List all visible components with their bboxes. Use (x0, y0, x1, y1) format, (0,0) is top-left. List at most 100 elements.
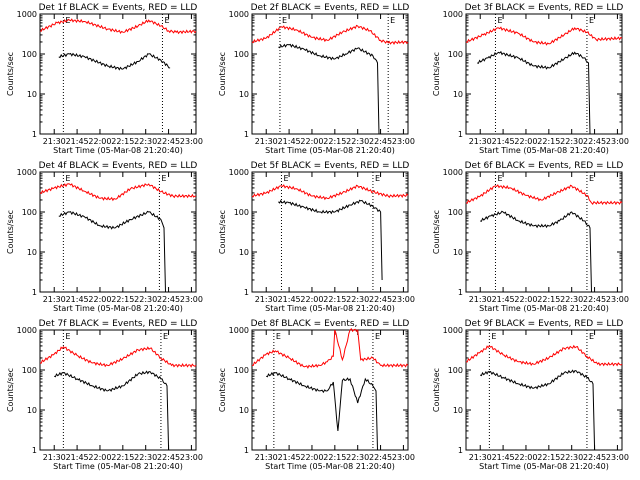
y-tick-label: 1000 (443, 10, 463, 19)
plot-frame (39, 13, 197, 135)
x-tick-label: 21:45 (66, 453, 89, 462)
event-marker-label: E (65, 332, 70, 341)
x-tick-label: 22:15 (111, 295, 134, 304)
y-tick-label: 1 (458, 446, 463, 455)
y-tick-label: 10 (239, 406, 249, 415)
x-tick-label: 22:45 (583, 137, 606, 146)
x-tick-label: 22:00 (514, 137, 537, 146)
x-tick-label: 22:00 (514, 453, 537, 462)
lld-series-line (39, 18, 197, 35)
y-tick-label: 100 (448, 208, 463, 217)
x-tick-label: 22:15 (537, 137, 560, 146)
events-series-line (480, 210, 592, 293)
x-axis-label: Start Time (05-Mar-08 21:20:40) (479, 462, 609, 471)
x-tick-label: 22:30 (134, 295, 157, 304)
panel-5: Det 5f BLACK = Events, RED = LLD 1 10 100 10… (218, 161, 415, 313)
panel-9: Det 9f BLACK = Events, RED = LLD 1 10 100 10… (432, 319, 629, 471)
plot-frame (251, 329, 409, 451)
x-tick-label: 22:45 (157, 295, 180, 304)
x-tick-label: 23:00 (606, 137, 629, 146)
y-tick-label: 1 (32, 130, 37, 139)
x-tick-label: 22:00 (88, 453, 111, 462)
x-tick-label: 22:15 (111, 453, 134, 462)
event-marker-label: E (164, 16, 169, 25)
y-tick-label: 100 (448, 366, 463, 375)
x-tick-label: 21:30 (255, 295, 278, 304)
plot-frame (39, 171, 197, 293)
y-tick-label: 1000 (443, 168, 463, 177)
x-tick-label: 23:00 (392, 453, 415, 462)
y-tick-label: 100 (22, 208, 37, 217)
x-axis-label: Start Time (05-Mar-08 21:20:40) (265, 462, 395, 471)
x-tick-label: 21:30 (469, 137, 492, 146)
y-tick-label: 1000 (17, 168, 37, 177)
panel-8: Det 8f BLACK = Events, RED = LLD 1 10 100 10… (218, 319, 415, 471)
y-tick-label: 100 (234, 50, 249, 59)
x-tick-label: 22:45 (157, 137, 180, 146)
x-tick-label: 22:00 (88, 137, 111, 146)
y-tick-label: 100 (448, 50, 463, 59)
plot-frame (251, 171, 409, 293)
x-tick-label: 23:00 (606, 295, 629, 304)
x-tick-label: 22:30 (134, 137, 157, 146)
x-tick-label: 22:15 (323, 453, 346, 462)
y-tick-label: 1000 (229, 168, 249, 177)
plot-frame (465, 13, 623, 135)
y-axis-label: Counts/sec (218, 210, 227, 254)
x-tick-label: 22:15 (537, 295, 560, 304)
y-tick-label: 10 (239, 90, 249, 99)
x-tick-label: 21:45 (492, 137, 515, 146)
lld-series-line (251, 24, 409, 45)
y-tick-label: 10 (27, 248, 37, 257)
y-tick-label: 10 (27, 90, 37, 99)
panel-title: Det 2f BLACK = Events, RED = LLD (251, 3, 410, 13)
x-tick-label: 23:00 (180, 137, 203, 146)
x-tick-label: 22:45 (369, 137, 392, 146)
events-series-line (58, 52, 171, 71)
x-tick-label: 21:30 (43, 137, 66, 146)
panel-title: Det 3f BLACK = Events, RED = LLD (465, 3, 624, 13)
event-marker-label: E (375, 332, 380, 341)
x-axis-label: Start Time (05-Mar-08 21:20:40) (479, 146, 609, 155)
events-series-line (58, 210, 166, 293)
x-tick-label: 21:45 (492, 295, 515, 304)
lld-series-line (465, 26, 623, 46)
lld-series-line (39, 183, 197, 202)
event-marker-label: E (375, 174, 380, 183)
y-axis-label: Counts/sec (432, 368, 441, 412)
events-series-line (266, 371, 378, 451)
y-tick-label: 10 (453, 406, 463, 415)
x-tick-label: 21:30 (255, 453, 278, 462)
events-series-line (278, 199, 383, 281)
x-tick-label: 22:00 (300, 137, 323, 146)
y-tick-label: 1000 (17, 326, 37, 335)
x-tick-label: 22:00 (300, 453, 323, 462)
panel-6: Det 6f BLACK = Events, RED = LLD 1 10 100 10… (432, 161, 629, 313)
event-marker-label: E (283, 174, 288, 183)
event-marker-label: E (589, 16, 594, 25)
events-series-line (54, 370, 170, 451)
event-marker-label: E (65, 174, 70, 183)
event-marker-label: E (589, 174, 594, 183)
panel-title: Det 9f BLACK = Events, RED = LLD (465, 319, 624, 329)
y-axis-label: Counts/sec (218, 52, 227, 96)
y-tick-label: 100 (234, 366, 249, 375)
x-tick-label: 22:30 (560, 295, 583, 304)
events-series-line (479, 369, 596, 451)
y-tick-label: 1000 (443, 326, 463, 335)
panel-title: Det 7f BLACK = Events, RED = LLD (39, 319, 198, 329)
x-tick-label: 21:30 (469, 295, 492, 304)
y-tick-label: 10 (453, 90, 463, 99)
plot-frame (465, 329, 623, 451)
x-tick-label: 22:00 (514, 295, 537, 304)
y-tick-label: 1 (458, 288, 463, 297)
x-tick-label: 22:15 (323, 295, 346, 304)
y-tick-label: 1 (244, 130, 249, 139)
x-tick-label: 22:00 (88, 295, 111, 304)
y-axis-label: Counts/sec (432, 210, 441, 254)
x-tick-label: 22:45 (369, 295, 392, 304)
y-tick-label: 1 (244, 288, 249, 297)
x-tick-label: 23:00 (392, 137, 415, 146)
events-series-line (278, 43, 380, 135)
